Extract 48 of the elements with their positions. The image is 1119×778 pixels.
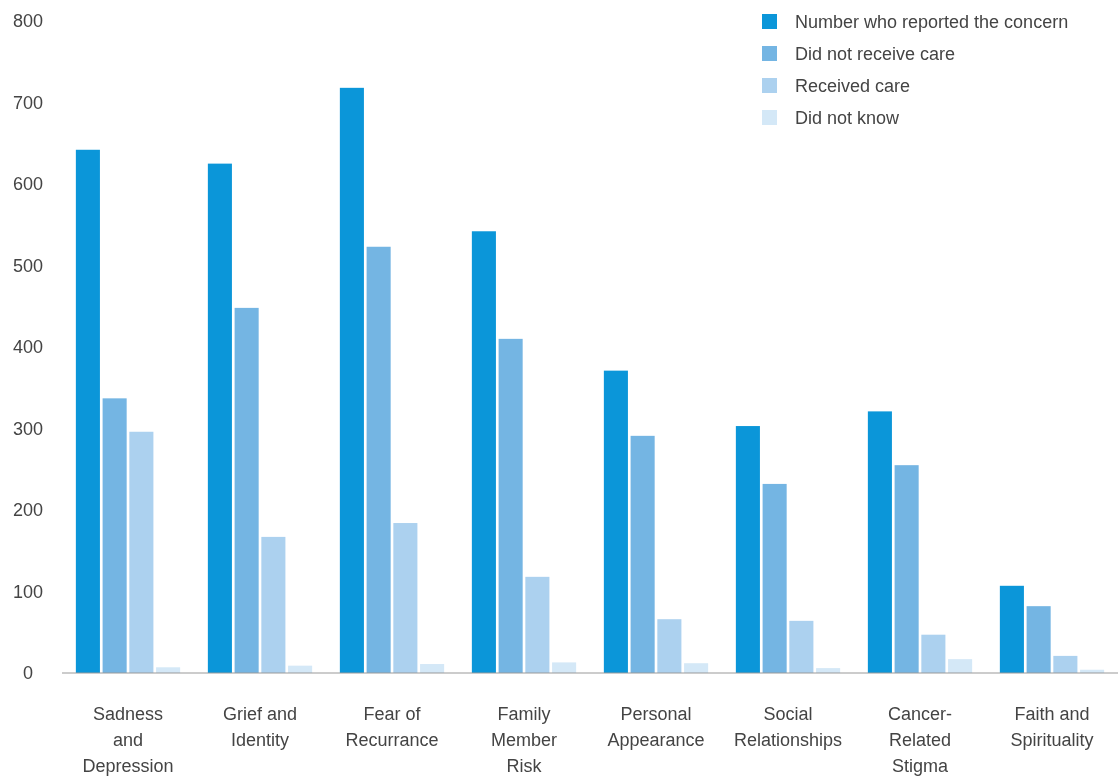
y-tick-label: 800 <box>12 11 44 32</box>
bar <box>552 662 577 673</box>
bar <box>999 585 1024 673</box>
bar <box>657 619 682 673</box>
y-tick-label: 200 <box>12 500 44 521</box>
x-tick-label: Grief and Identity <box>222 704 298 750</box>
x-tick-label: Social Relationships <box>733 704 843 750</box>
x-tick-label: Sadness and Depression <box>82 704 174 776</box>
bar <box>75 149 100 673</box>
legend-label: Received care <box>795 76 911 97</box>
x-tick-label: Fear of Recurrance <box>345 704 439 750</box>
y-tick-label: 0 <box>22 663 34 684</box>
bar <box>867 411 892 673</box>
bar <box>129 431 154 673</box>
bar <box>102 398 127 673</box>
legend-label: Did not know <box>795 108 901 129</box>
y-tick-label: 500 <box>12 255 44 276</box>
bar <box>735 426 760 673</box>
bar <box>762 483 787 673</box>
bar <box>789 620 814 673</box>
legend-label: Did not receive care <box>795 44 956 65</box>
bar <box>207 163 232 673</box>
bar <box>471 231 496 673</box>
bar <box>684 663 709 673</box>
x-tick-label: Family Member Risk <box>490 704 558 776</box>
y-tick-label: 600 <box>12 174 44 195</box>
bar <box>894 465 919 673</box>
x-tick-label: Cancer-Related Stigma <box>887 704 953 776</box>
bar <box>948 659 973 673</box>
y-tick-label: 300 <box>12 418 44 439</box>
bar <box>261 536 286 673</box>
bar <box>1053 655 1078 673</box>
y-tick-label: 400 <box>12 337 44 358</box>
bar <box>393 523 418 673</box>
legend-label: Number who reported the concern <box>795 12 1069 33</box>
bar <box>921 634 946 673</box>
x-tick-label: Personal Appearance <box>607 704 705 750</box>
bar <box>366 246 391 673</box>
bar <box>525 576 550 673</box>
bar <box>630 435 655 673</box>
y-tick-label: 100 <box>12 581 44 602</box>
bar <box>603 370 628 673</box>
y-tick-label: 700 <box>12 92 44 113</box>
bar <box>234 307 259 673</box>
x-tick-label: Faith and Spirituality <box>1010 704 1094 750</box>
bar <box>339 87 364 673</box>
bar <box>1026 606 1051 673</box>
bar <box>498 338 523 673</box>
